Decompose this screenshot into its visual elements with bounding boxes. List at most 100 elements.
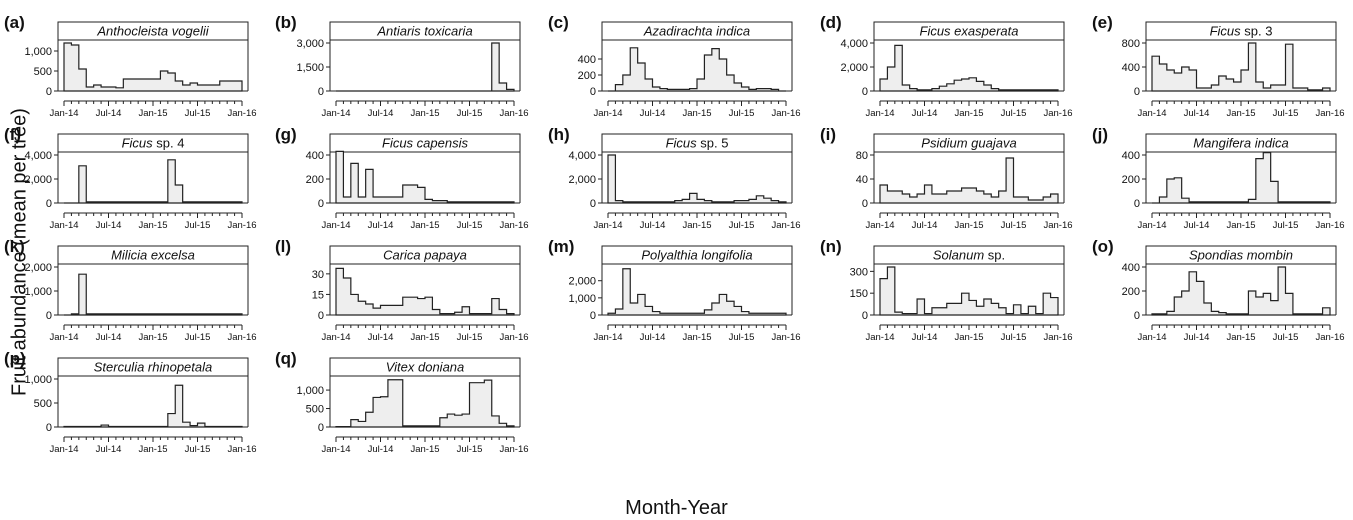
x-tick-label: Jan-14 — [1137, 220, 1166, 231]
y-tick-label: 400 — [306, 150, 324, 162]
x-tick-label: Jan-15 — [954, 108, 983, 119]
panel-letter: (l) — [275, 237, 291, 256]
series-area — [335, 150, 515, 204]
panel-b: (b) Antiaris toxicaria 0 1,500 3,000 Jan-14 Ju… — [275, 13, 529, 119]
panel-title-strip — [1145, 245, 1337, 265]
panel-letter: (b) — [275, 13, 297, 32]
x-tick-label: Jan-14 — [49, 220, 78, 231]
x-tick-label: Jan-16 — [499, 220, 528, 231]
x-tick-label: Jan-15 — [1226, 108, 1255, 119]
x-tick-label: Jul-14 — [640, 108, 666, 119]
y-tick-label: 15 — [312, 289, 324, 301]
x-tick-label: Jul-15 — [1001, 220, 1027, 231]
x-tick-label: Jan-15 — [410, 332, 439, 343]
panel-title: Solanum sp. — [933, 248, 1005, 263]
x-tick-label: Jan-16 — [771, 220, 800, 231]
series-area — [1151, 42, 1331, 92]
panel-title-genus: Ficus — [122, 136, 154, 151]
series-area — [63, 384, 243, 428]
panel-i: (i) Psidium guajava 0 40 80 Jan-14 Jul-14 Jan-1… — [820, 125, 1073, 231]
y-tick-label: 2,000 — [840, 62, 868, 74]
y-tick-label: 40 — [856, 174, 868, 186]
panel-title-strip — [601, 245, 793, 265]
panel-title-sp: sp. 5 — [697, 136, 729, 151]
y-tick-label: 1,000 — [296, 385, 324, 397]
y-tick-label: 1,500 — [296, 62, 324, 74]
x-tick-label: Jan-14 — [49, 332, 78, 343]
x-tick-label: Jul-14 — [96, 444, 122, 455]
x-tick-label: Jan-16 — [499, 108, 528, 119]
x-tick-label: Jul-14 — [1184, 108, 1210, 119]
series-area — [64, 273, 243, 316]
x-tick-label: Jan-14 — [321, 444, 350, 455]
x-tick-label: Jan-16 — [1043, 332, 1072, 343]
x-tick-label: Jul-15 — [1001, 332, 1027, 343]
series-area — [607, 268, 787, 316]
y-tick-label: 800 — [1122, 38, 1140, 50]
panel-g: (g) Ficus capensis 0 200 400 Jan-14 Jul-14 Jan-… — [275, 125, 529, 231]
series-area — [879, 266, 1059, 316]
x-tick-label: Jan-15 — [410, 220, 439, 231]
x-tick-label: Jul-15 — [1273, 332, 1299, 343]
y-tick-label: 3,000 — [296, 38, 324, 50]
panel-title-strip — [57, 133, 249, 153]
y-tick-label: 1,000 — [568, 293, 596, 305]
panel-j: (j) Mangifera indica 0 200 400 Jan-14 Jul-14 Ja… — [1092, 125, 1345, 231]
panel-title: Milicia excelsa — [111, 248, 195, 263]
x-tick-label: Jan-15 — [682, 108, 711, 119]
x-tick-label: Jan-15 — [138, 444, 167, 455]
x-tick-label: Jan-15 — [954, 332, 983, 343]
panel-letter: (g) — [275, 125, 297, 144]
panel-title: Ficus sp. 3 — [1210, 24, 1273, 39]
x-tick-label: Jul-14 — [912, 108, 938, 119]
x-tick-label: Jul-14 — [1184, 220, 1210, 231]
panel-title-strip — [1145, 133, 1337, 153]
panel-title-strip — [57, 357, 249, 377]
x-tick-label: Jul-14 — [368, 444, 394, 455]
panel-title: Polyalthia longifolia — [641, 248, 752, 263]
x-tick-label: Jan-14 — [593, 108, 622, 119]
x-tick-label: Jan-14 — [321, 108, 350, 119]
y-tick-label: 0 — [318, 310, 324, 322]
panel-letter: (m) — [548, 237, 574, 256]
x-tick-label: Jul-14 — [96, 220, 122, 231]
y-tick-label: 0 — [46, 310, 52, 322]
x-tick-label: Jan-16 — [771, 332, 800, 343]
x-tick-label: Jan-16 — [227, 332, 256, 343]
y-tick-label: 0 — [46, 198, 52, 210]
x-tick-label: Jan-16 — [1043, 220, 1072, 231]
panel-letter: (a) — [4, 13, 25, 32]
panel-title: Anthocleista vogelii — [96, 24, 209, 39]
x-tick-label: Jul-15 — [185, 332, 211, 343]
x-tick-label: Jul-14 — [640, 220, 666, 231]
y-tick-label: 0 — [862, 86, 868, 98]
panel-letter: (n) — [820, 237, 842, 256]
x-tick-label: Jan-15 — [138, 332, 167, 343]
x-tick-label: Jul-15 — [185, 444, 211, 455]
panel-title-strip — [873, 21, 1065, 41]
panel-title-sp: sp. 3 — [1241, 24, 1273, 39]
panel-title: Sterculia rhinopetala — [94, 360, 213, 375]
panel-title: Ficus sp. 4 — [122, 136, 185, 151]
x-tick-label: Jan-16 — [1315, 220, 1344, 231]
panel-title: Spondias mombin — [1189, 248, 1293, 263]
y-tick-label: 0 — [1134, 310, 1140, 322]
panel-f: (f) Ficus sp. 4 0 2,000 4,000 Jan-14 Jul-14 Jan… — [4, 125, 257, 231]
y-tick-label: 0 — [1134, 198, 1140, 210]
y-tick-label: 2,000 — [568, 276, 596, 288]
y-tick-label: 2,000 — [24, 174, 52, 186]
panel-title-sp: sp. — [984, 248, 1005, 263]
x-tick-label: Jan-14 — [49, 108, 78, 119]
x-tick-label: Jan-14 — [593, 332, 622, 343]
panel-title-strip — [57, 245, 249, 265]
x-tick-label: Jul-15 — [457, 444, 483, 455]
panel-title: Ficus capensis — [382, 136, 468, 151]
x-tick-label: Jan-15 — [954, 220, 983, 231]
series-area — [608, 47, 786, 92]
panel-title-strip — [873, 133, 1065, 153]
x-tick-label: Jul-14 — [368, 332, 394, 343]
series-area — [1151, 266, 1331, 316]
y-tick-label: 0 — [590, 198, 596, 210]
x-tick-label: Jan-14 — [865, 220, 894, 231]
series-area — [879, 157, 1059, 204]
